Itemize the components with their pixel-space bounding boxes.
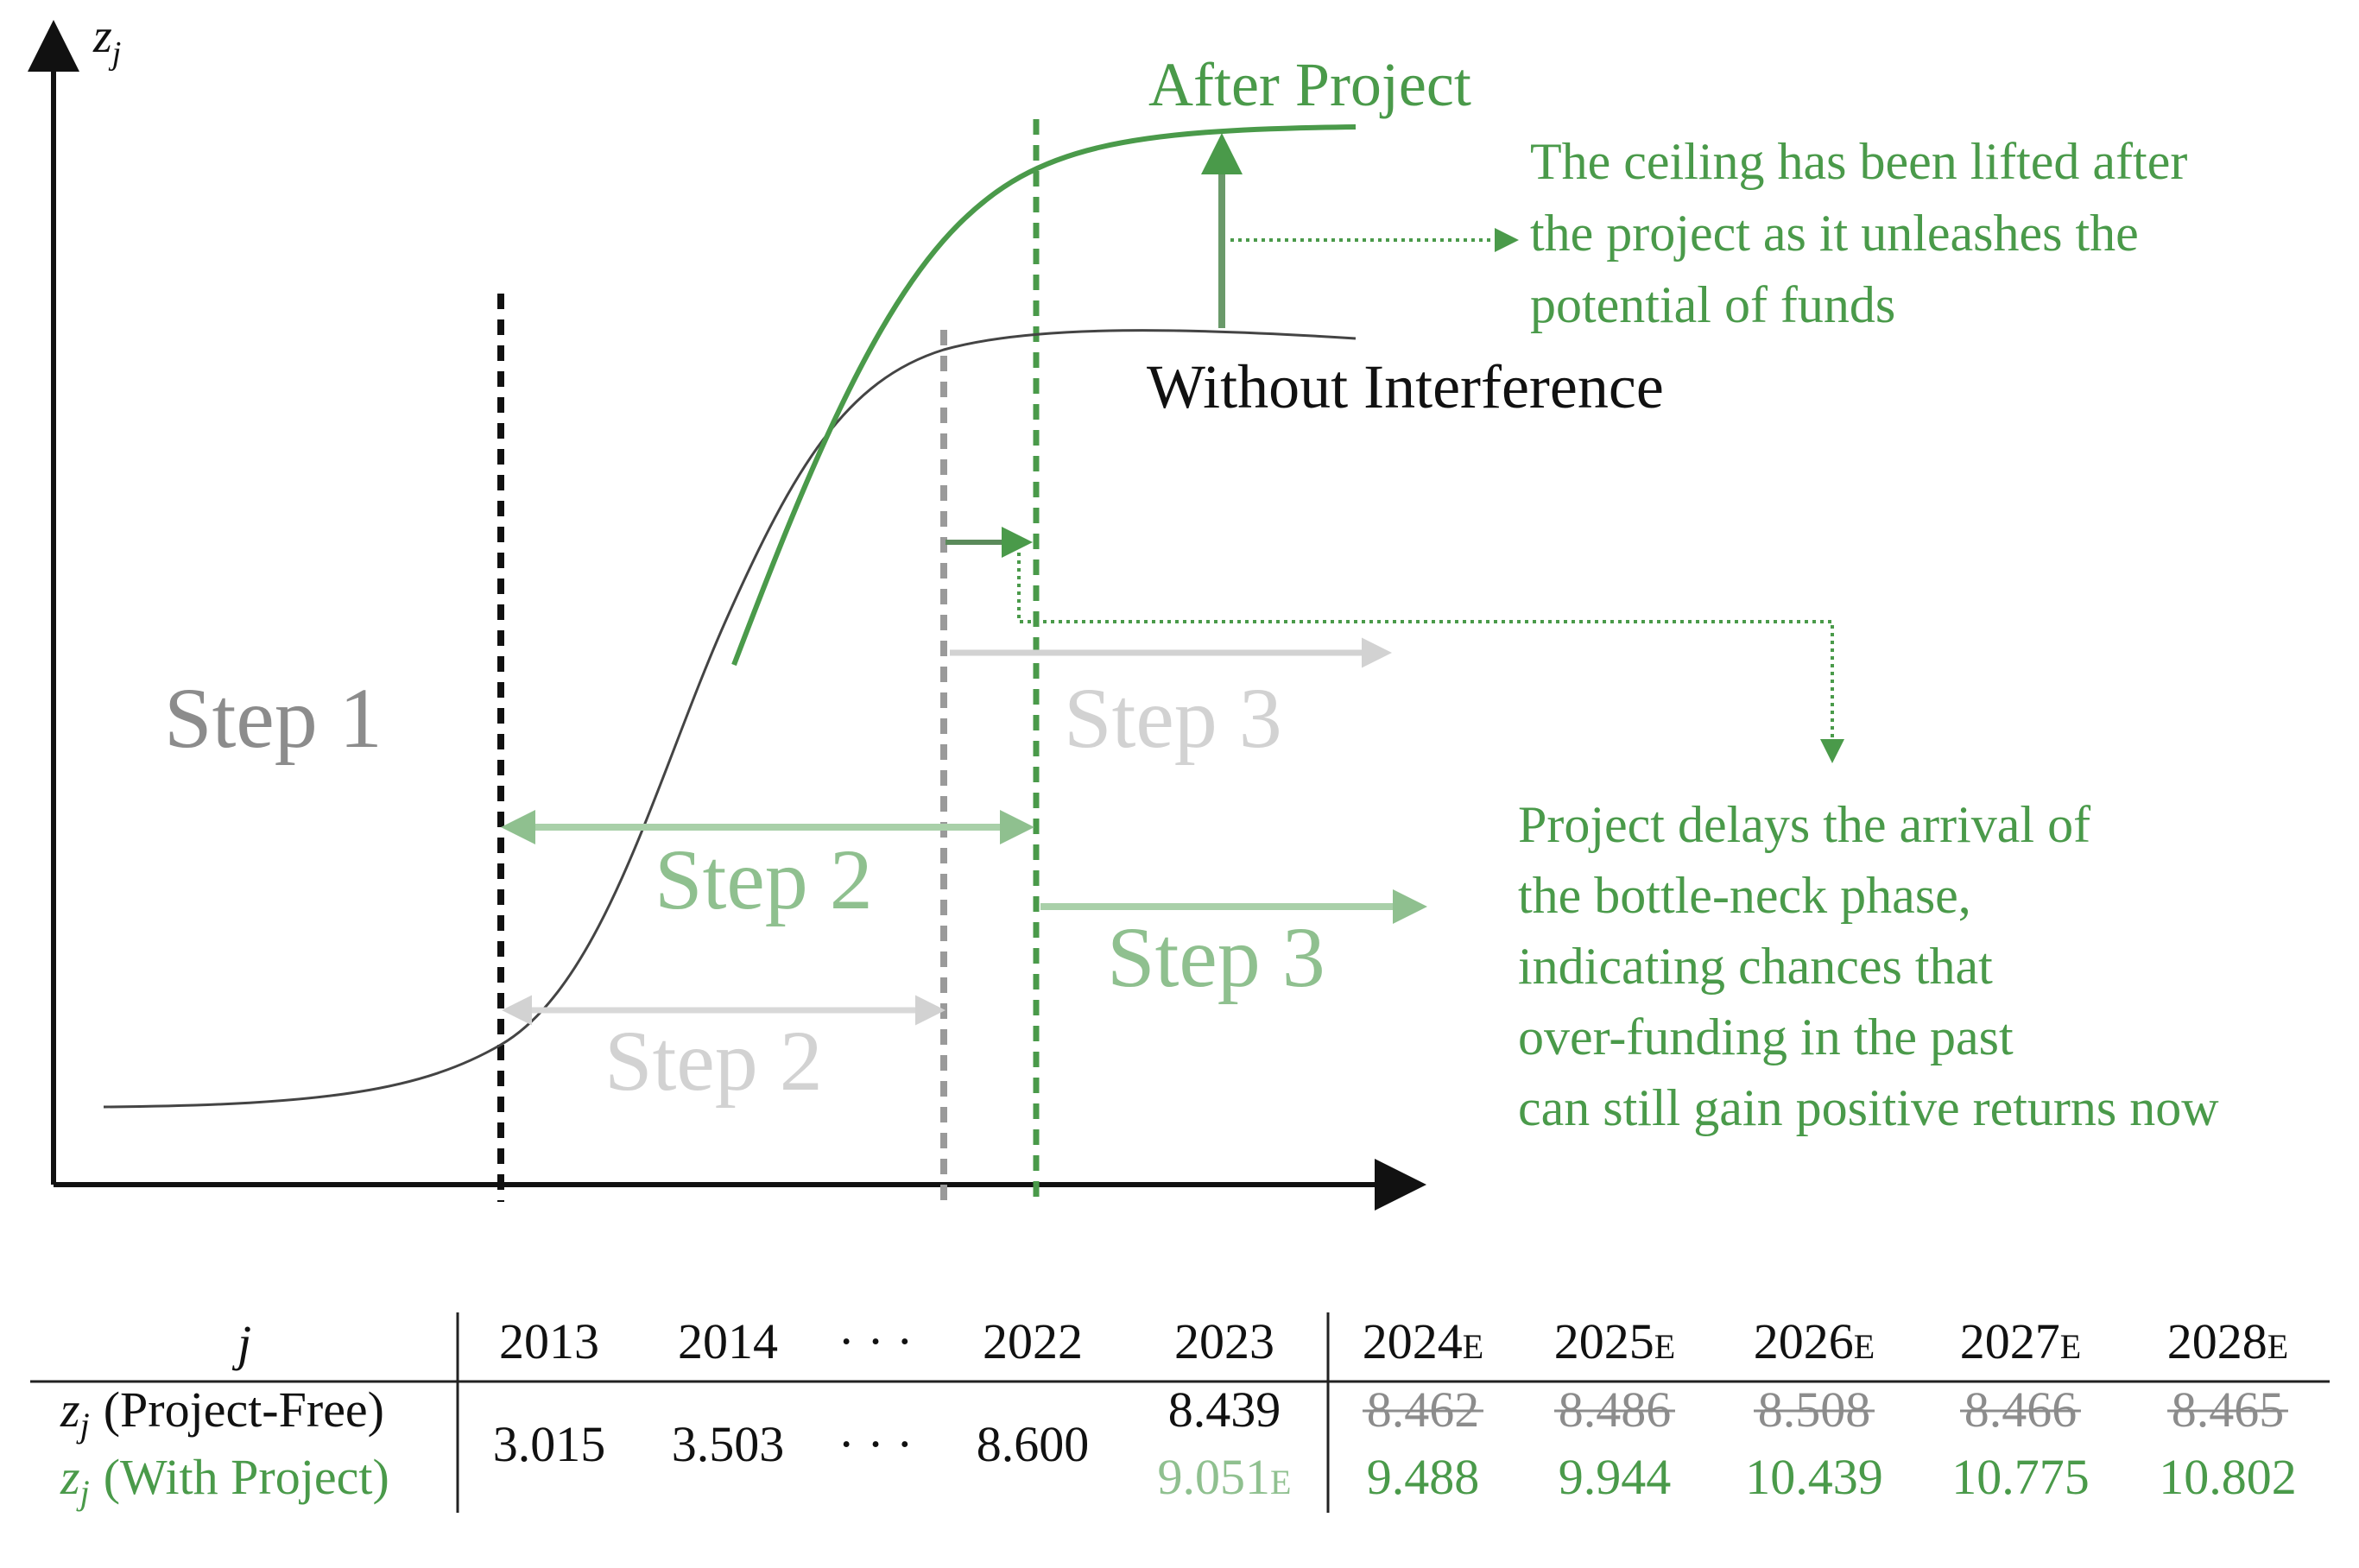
svg-text:can still gain positive return: can still gain positive returns now	[1518, 1079, 2219, 1136]
year-2025: 2025E	[1554, 1313, 1675, 1369]
year-2013: 2013	[499, 1313, 599, 1369]
free-future-values: 8.462 8.486 8.508 8.466 8.465	[1363, 1381, 2288, 1438]
svg-text:Project delays the arrival of: Project delays the arrival of	[1518, 796, 2090, 853]
year-2026: 2026E	[1754, 1313, 1875, 1369]
step3-with-label: Step 3	[1107, 909, 1325, 1005]
value-2014: 3.503	[672, 1416, 785, 1472]
year-2027: 2027E	[1960, 1313, 2081, 1369]
curve-without-interference	[103, 329, 1357, 1109]
year-ellipsis: · · ·	[838, 1313, 914, 1369]
value-2022: 8.600	[977, 1416, 1090, 1472]
data-table: j 2013 2014 · · · 2022 2023 2024E 2025E …	[30, 1312, 2330, 1513]
with-2025: 9.944	[1559, 1449, 1672, 1505]
year-2022: 2022	[983, 1313, 1083, 1369]
year-2028: 2028E	[2167, 1313, 2288, 1369]
with-2024: 9.488	[1367, 1449, 1480, 1505]
step3-without-label: Step 3	[1064, 670, 1282, 766]
row-label-project-free: zj (Project-Free)	[60, 1381, 384, 1445]
ceiling-note: The ceiling has been lifted after the pr…	[1530, 133, 2187, 333]
year-2024: 2024E	[1363, 1313, 1483, 1369]
year-2014: 2014	[678, 1313, 778, 1369]
with-2028: 10.802	[2159, 1449, 2297, 1505]
svg-text:the project as it unleashes th: the project as it unleashes the	[1530, 205, 2139, 262]
step2-with-label: Step 2	[655, 831, 873, 927]
without-interference-label: Without Interference	[1147, 352, 1664, 421]
row-label-with-project: zj (With Project)	[60, 1449, 389, 1512]
after-project-label: After Project	[1148, 50, 1471, 119]
value-2023-free: 8.439	[1168, 1381, 1281, 1438]
svg-text:potential of funds: potential of funds	[1530, 276, 1895, 333]
value-2023-with: 9.051E	[1158, 1449, 1292, 1505]
step2-without-label: Step 2	[604, 1013, 823, 1109]
with-2026: 10.439	[1745, 1449, 1883, 1505]
delay-note: Project delays the arrival of the bottle…	[1518, 796, 2219, 1136]
svg-text:indicating chances that: indicating chances that	[1518, 938, 1993, 995]
y-axis-label: zj	[92, 9, 121, 72]
value-2013: 3.015	[493, 1416, 606, 1472]
table-header-j: j	[231, 1315, 251, 1371]
curve-after-project	[731, 124, 1357, 667]
svg-text:The ceiling has been lifted af: The ceiling has been lifted after	[1530, 133, 2187, 190]
with-2027: 10.775	[1951, 1449, 2090, 1505]
year-2023: 2023	[1174, 1313, 1274, 1369]
svg-text:over-funding in the past: over-funding in the past	[1518, 1008, 2014, 1065]
delay-note-connector	[1017, 553, 1844, 763]
step1-label: Step 1	[164, 670, 383, 766]
svg-text:the bottle-neck phase,: the bottle-neck phase,	[1518, 867, 1971, 924]
value-ellipsis: · · ·	[838, 1416, 914, 1472]
